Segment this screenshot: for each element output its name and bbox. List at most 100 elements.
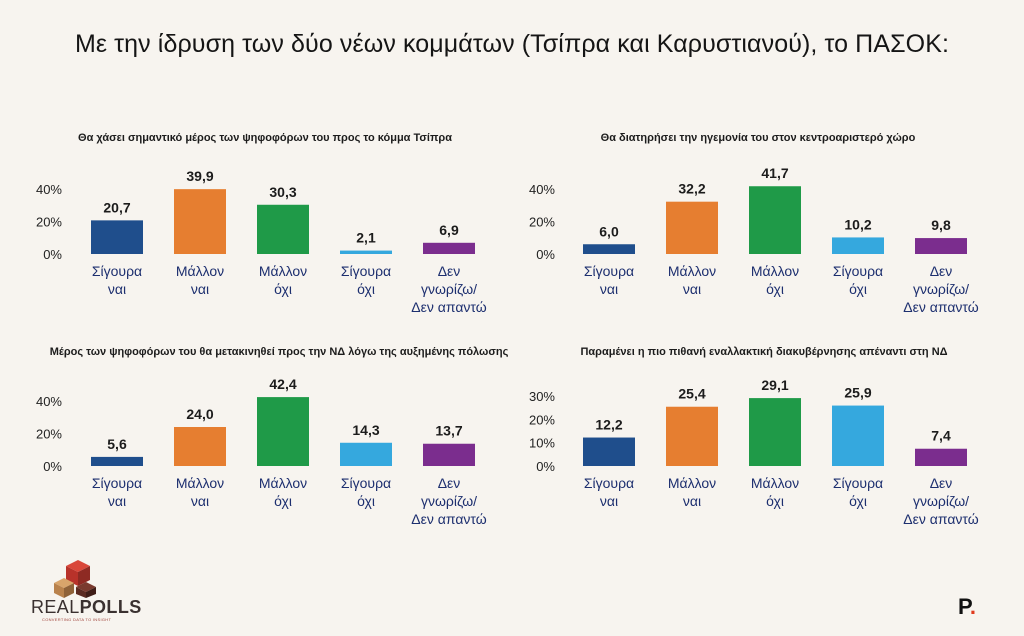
panel-1-category-label: Σίγουρα — [92, 263, 142, 279]
panel-3-category-label: ναι — [191, 493, 209, 509]
panel-4-category-label: Μάλλον — [751, 475, 799, 491]
publisher-logo: P. — [958, 594, 976, 620]
panel-3-ytick: 20% — [36, 427, 62, 442]
publisher-letter: P — [958, 594, 970, 619]
panel-4-ytick: 30% — [529, 389, 555, 404]
panel-1-value-label: 20,7 — [103, 199, 130, 215]
panel-3-bar — [423, 443, 475, 466]
panel-1-value-label: 30,3 — [269, 184, 296, 200]
panel-1-category-label: όχι — [274, 281, 292, 297]
panel-1-category-label: Δεν — [438, 263, 461, 279]
panel-2-ytick: 0% — [536, 247, 555, 262]
panel-1-bar — [423, 242, 475, 254]
panel-2-ytick: 40% — [529, 182, 555, 197]
panel-2-bar — [832, 237, 884, 254]
panel-1-category-label: γνωρίζω/ — [421, 281, 477, 297]
page-title: Με την ίδρυση των δύο νέων κομμάτων (Τσί… — [74, 30, 950, 58]
panel-3-category-label: Μάλλον — [176, 475, 224, 491]
panel-2-value-label: 41,7 — [761, 165, 788, 181]
panel-3-bar — [340, 442, 392, 466]
panel-3-category-label: όχι — [274, 493, 292, 509]
brand-tagline: CONVERTING DATA TO INSIGHT — [42, 617, 112, 622]
panel-2-category-label: όχι — [766, 281, 784, 297]
panel-2-category-label: γνωρίζω/ — [913, 281, 969, 297]
panel-1-category-label: Μάλλον — [176, 263, 224, 279]
panel-1-bar — [174, 189, 226, 254]
panel-3-value-label: 24,0 — [186, 406, 213, 422]
panel-4-title: Παραμένει η πιο πιθανή εναλλακτική διακυ… — [580, 346, 947, 358]
panel-1-category-label: Μάλλον — [259, 263, 307, 279]
panel-4-category-label: Δεν — [930, 475, 953, 491]
panel-4-bar — [583, 437, 635, 466]
panel-3-category-label: ναι — [108, 493, 126, 509]
panel-3-category-label: Σίγουρα — [92, 475, 142, 491]
panel-1-ytick: 40% — [36, 182, 62, 197]
panel-2-value-label: 10,2 — [844, 216, 871, 232]
panel-4-category-label: γνωρίζω/ — [913, 493, 969, 509]
panel-1-ytick: 0% — [43, 247, 62, 262]
panel-4-value-label: 7,4 — [931, 428, 951, 444]
panel-2-ytick: 20% — [529, 215, 555, 230]
panel-1-value-label: 39,9 — [186, 168, 213, 184]
panel-4-category-label: ναι — [683, 493, 701, 509]
panel-1-category-label: ναι — [108, 281, 126, 297]
panel-2-title: Θα διατηρήσει την ηγεμονία του στον κεντ… — [601, 132, 916, 144]
panel-3-value-label: 13,7 — [435, 423, 462, 439]
panel-1-category-label: ναι — [191, 281, 209, 297]
panel-3-bar — [257, 397, 309, 466]
panel-2-category-label: Μάλλον — [668, 263, 716, 279]
panel-2-value-label: 9,8 — [931, 217, 951, 233]
panel-4-ytick: 0% — [536, 459, 555, 474]
panel-3-title: Μέρος των ψηφοφόρων του θα μετακινηθεί π… — [50, 346, 509, 358]
panel-2-category-label: ναι — [683, 281, 701, 297]
panel-4-bar — [915, 448, 967, 466]
panel-3-category-label: όχι — [357, 493, 375, 509]
panel-2-category-label: Σίγουρα — [833, 263, 883, 279]
panel-2-category-label: Μάλλον — [751, 263, 799, 279]
panel-3-value-label: 42,4 — [269, 376, 296, 392]
panel-3-category-label: Δεν — [438, 475, 461, 491]
panel-4-bar — [832, 405, 884, 466]
panel-2-category-label: Δεν — [930, 263, 953, 279]
panel-2-value-label: 32,2 — [678, 181, 705, 197]
panel-3-category-label: Σίγουρα — [341, 475, 391, 491]
realpolls-logo-icon — [54, 560, 96, 598]
panel-4-ytick: 10% — [529, 436, 555, 451]
panel-1-bar — [91, 220, 143, 254]
panel-4-bar — [749, 398, 801, 466]
panel-2-bar — [666, 201, 718, 254]
panel-1-ytick: 20% — [36, 215, 62, 230]
panel-4-category-label: Σίγουρα — [584, 475, 634, 491]
publisher-dot: . — [969, 594, 976, 619]
panel-3-bar — [174, 427, 226, 466]
brand-name: REALPOLLS — [31, 597, 142, 618]
panel-2-bar — [915, 238, 967, 254]
panel-4-bar — [666, 406, 718, 466]
brand-name-part1: REAL — [31, 597, 80, 617]
panel-4-category-label: Μάλλον — [668, 475, 716, 491]
panel-2-bar — [583, 244, 635, 254]
panel-1-value-label: 2,1 — [356, 230, 376, 246]
panel-3-ytick: 0% — [43, 459, 62, 474]
panel-2-category-label: όχι — [849, 281, 867, 297]
panel-1-category-label: Σίγουρα — [341, 263, 391, 279]
panel-1-bar — [340, 250, 392, 254]
panel-4-category-label: ναι — [600, 493, 618, 509]
panel-2-bar — [749, 186, 801, 254]
panel-3-category-label: Μάλλον — [259, 475, 307, 491]
panel-3-ytick: 40% — [36, 394, 62, 409]
brand-name-part2: POLLS — [79, 597, 142, 617]
panel-2-value-label: 6,0 — [599, 223, 619, 239]
panel-1-category-label: Δεν απαντώ — [411, 299, 486, 315]
panel-2-category-label: Δεν απαντώ — [903, 299, 978, 315]
panel-3-value-label: 5,6 — [107, 436, 127, 452]
panel-4-value-label: 12,2 — [595, 417, 622, 433]
panel-1-category-label: όχι — [357, 281, 375, 297]
panel-4-value-label: 25,9 — [844, 385, 871, 401]
panel-4-value-label: 29,1 — [761, 377, 788, 393]
panel-1-value-label: 6,9 — [439, 222, 459, 238]
panel-3-value-label: 14,3 — [352, 422, 379, 438]
panel-4-value-label: 25,4 — [678, 386, 705, 402]
panel-2-category-label: Σίγουρα — [584, 263, 634, 279]
